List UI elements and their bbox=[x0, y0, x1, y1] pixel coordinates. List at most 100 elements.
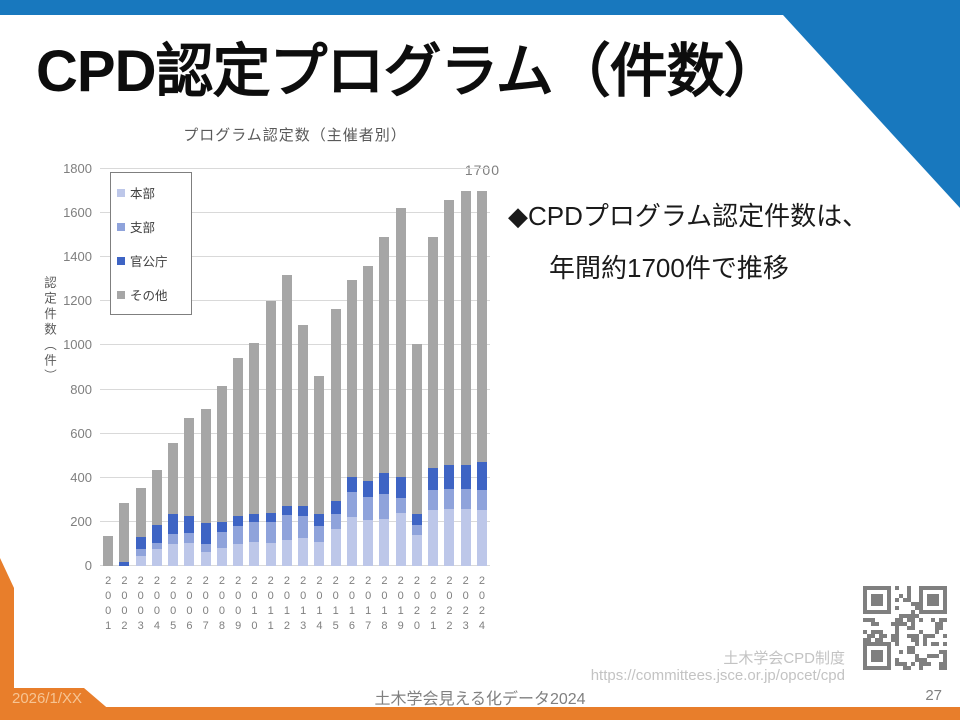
left-orange-strip bbox=[0, 558, 14, 720]
bar-2024 bbox=[476, 191, 487, 566]
bar-segment-官公庁 bbox=[281, 506, 292, 516]
bar-segment-支部 bbox=[476, 489, 487, 510]
bar-segment-その他 bbox=[476, 191, 487, 463]
gridline bbox=[100, 168, 490, 169]
bar-segment-支部 bbox=[168, 534, 179, 544]
bar-segment-本部 bbox=[249, 541, 260, 566]
y-tick-label: 1000 bbox=[63, 337, 92, 353]
bar-segment-本部 bbox=[460, 508, 471, 566]
legend-swatch bbox=[117, 188, 125, 197]
bar-segment-官公庁 bbox=[363, 481, 374, 497]
bar-2015 bbox=[330, 309, 341, 566]
bar-segment-官公庁 bbox=[411, 514, 422, 526]
bar-segment-官公庁 bbox=[135, 537, 146, 550]
bar-segment-支部 bbox=[444, 488, 455, 509]
bar-segment-本部 bbox=[314, 541, 325, 566]
bar-segment-支部 bbox=[411, 525, 422, 536]
bar-2022 bbox=[444, 199, 455, 566]
bar-segment-その他 bbox=[216, 386, 227, 522]
footer-date: 2026/1/XX bbox=[12, 690, 83, 707]
bar-2018 bbox=[379, 237, 390, 566]
bar-segment-支部 bbox=[379, 494, 390, 519]
bar-segment-その他 bbox=[103, 536, 114, 566]
bar-segment-その他 bbox=[346, 280, 357, 477]
bar-segment-支部 bbox=[298, 516, 309, 539]
bar-2016 bbox=[346, 280, 357, 566]
bar-segment-その他 bbox=[314, 376, 325, 515]
legend-label: 支部 bbox=[130, 221, 156, 235]
bar-segment-官公庁 bbox=[151, 525, 162, 543]
footer-center-text: 土木学会見える化データ2024 bbox=[374, 691, 586, 708]
gridline bbox=[100, 565, 490, 566]
y-tick-label: 1400 bbox=[63, 249, 92, 265]
bar-segment-支部 bbox=[249, 521, 260, 542]
bar-2017 bbox=[363, 266, 374, 566]
bar-segment-本部 bbox=[428, 509, 439, 566]
chart-plot bbox=[100, 168, 490, 566]
legend-item-その他: その他 bbox=[117, 285, 185, 304]
bar-segment-本部 bbox=[363, 519, 374, 566]
bar-segment-官公庁 bbox=[200, 523, 211, 544]
legend-item-支部: 支部 bbox=[117, 217, 185, 236]
bar-segment-本部 bbox=[168, 543, 179, 566]
bar-2002 bbox=[119, 503, 130, 566]
legend-swatch bbox=[117, 290, 125, 299]
bar-segment-官公庁 bbox=[314, 514, 325, 527]
bar-segment-官公庁 bbox=[119, 561, 130, 566]
bar-segment-本部 bbox=[135, 556, 146, 566]
bar-segment-その他 bbox=[379, 237, 390, 474]
chart-annotation: 1700 bbox=[464, 162, 500, 178]
bar-segment-その他 bbox=[119, 503, 130, 562]
bar-segment-本部 bbox=[444, 508, 455, 566]
bar-segment-本部 bbox=[151, 549, 162, 566]
legend-swatch bbox=[117, 222, 125, 231]
bar-segment-その他 bbox=[411, 344, 422, 515]
gridline bbox=[100, 520, 490, 522]
bar-2012 bbox=[281, 274, 292, 566]
bar-segment-本部 bbox=[265, 542, 276, 566]
bar-segment-支部 bbox=[314, 526, 325, 542]
bar-segment-官公庁 bbox=[249, 514, 260, 522]
bar-2020 bbox=[411, 344, 422, 566]
bar-2003 bbox=[135, 487, 146, 566]
bar-segment-支部 bbox=[216, 531, 227, 549]
bar-segment-官公庁 bbox=[346, 476, 357, 493]
y-tick-label: 0 bbox=[84, 558, 92, 573]
legend-item-本部: 本部 bbox=[117, 183, 185, 202]
bar-2004 bbox=[151, 470, 162, 566]
bar-segment-支部 bbox=[346, 492, 357, 518]
footer-credit-url[interactable]: https://committees.jsce.or.jp/opcet/cpd bbox=[590, 667, 845, 684]
bar-segment-支部 bbox=[135, 549, 146, 557]
y-tick-label: 1600 bbox=[63, 205, 92, 221]
chart-legend: 本部支部官公庁その他 bbox=[110, 172, 192, 315]
y-tick-label: 1800 bbox=[63, 161, 92, 176]
bar-segment-官公庁 bbox=[395, 476, 406, 498]
bar-segment-官公庁 bbox=[428, 467, 439, 490]
legend-label: 官公庁 bbox=[130, 255, 168, 269]
bar-2006 bbox=[184, 418, 195, 566]
bar-2021 bbox=[428, 237, 439, 566]
bar-2010 bbox=[249, 343, 260, 566]
bar-segment-本部 bbox=[330, 528, 341, 566]
bar-segment-支部 bbox=[460, 488, 471, 509]
bottom-orange-bar bbox=[0, 707, 960, 720]
bar-segment-本部 bbox=[476, 509, 487, 566]
bar-2005 bbox=[168, 442, 179, 566]
gridline bbox=[100, 300, 490, 302]
bullet-text-line1: ◆CPDプログラム認定件数は、 bbox=[508, 201, 869, 231]
bar-segment-支部 bbox=[395, 497, 406, 514]
